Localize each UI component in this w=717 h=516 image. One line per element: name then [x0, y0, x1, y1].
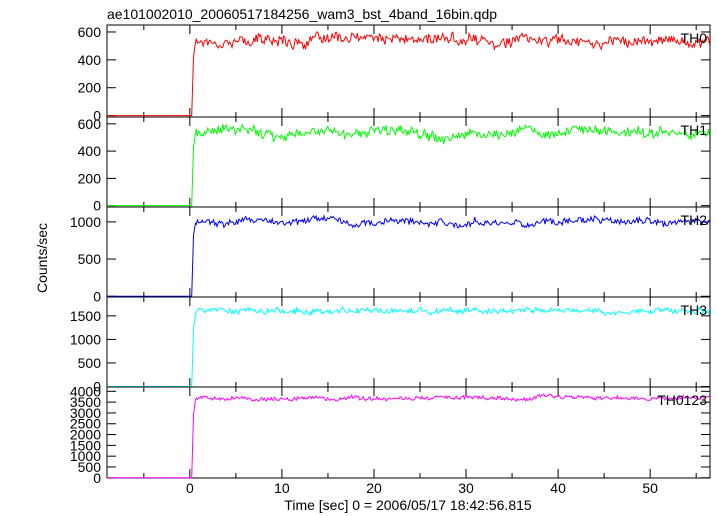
- series-name: TH3: [681, 302, 708, 318]
- series-line-th2: [107, 214, 710, 297]
- panel-frame: [106, 386, 711, 479]
- y-tick-label: 200: [78, 80, 102, 96]
- panel-th0: 0 200 400 600 TH0: [78, 24, 711, 124]
- panel-th2: 0 500 1000 TH2: [70, 206, 711, 304]
- x-tick-label: 10: [274, 480, 290, 496]
- chart-title: ae101002010_20060517184256_wam3_bst_4ban…: [107, 6, 497, 22]
- y-tick-label: 3000: [70, 405, 101, 421]
- panel-th1: 0 200 400 600 TH1: [78, 116, 711, 214]
- y-tick-label: 500: [78, 355, 102, 371]
- y-tick-label: 600: [78, 116, 102, 132]
- y-tick-label: 0: [93, 108, 101, 124]
- y-tick-label: 4000: [70, 383, 101, 399]
- series-name: TH2: [681, 212, 708, 228]
- y-tick-label: 0: [93, 379, 101, 395]
- series-line-th0123: [107, 393, 710, 479]
- y-tick-label: 0: [93, 470, 101, 486]
- series-name: TH1: [681, 122, 708, 138]
- y-tick-label: 1500: [70, 308, 101, 324]
- x-tick-label: 30: [458, 480, 474, 496]
- x-tick-label: 20: [366, 480, 382, 496]
- y-tick-label: 500: [78, 459, 102, 475]
- y-tick-label: 0: [93, 288, 101, 304]
- y-tick-label: 400: [78, 143, 102, 159]
- y-tick-label: 1000: [70, 448, 101, 464]
- x-tick-label: 40: [550, 480, 566, 496]
- series-line-th3: [107, 306, 710, 387]
- y-tick-label: 1000: [70, 214, 101, 230]
- y-tick-label: 1500: [70, 437, 101, 453]
- y-tick-label: 2500: [70, 416, 101, 432]
- y-tick-label: 3500: [70, 394, 101, 410]
- series-name: TH0123: [657, 392, 707, 408]
- y-tick-label: 0: [93, 198, 101, 214]
- series-line-th1: [107, 123, 710, 207]
- x-tick-label: 50: [642, 480, 658, 496]
- y-tick-label: 400: [78, 52, 102, 68]
- series-name: TH0: [681, 30, 708, 46]
- y-axis-label: Counts/sec: [34, 223, 50, 293]
- x-tick-label: 0: [186, 480, 194, 496]
- y-tick-label: 2000: [70, 427, 101, 443]
- y-tick-label: 500: [78, 251, 102, 267]
- x-axis-label: Time [sec] 0 = 2006/05/17 18:42:56.815: [284, 497, 532, 513]
- y-tick-label: 1000: [70, 331, 101, 347]
- series-line-th0: [107, 30, 710, 117]
- panel-th3: 0 500 1000 1500 TH3: [70, 296, 711, 395]
- y-tick-label: 600: [78, 24, 102, 40]
- y-tick-label: 200: [78, 170, 102, 186]
